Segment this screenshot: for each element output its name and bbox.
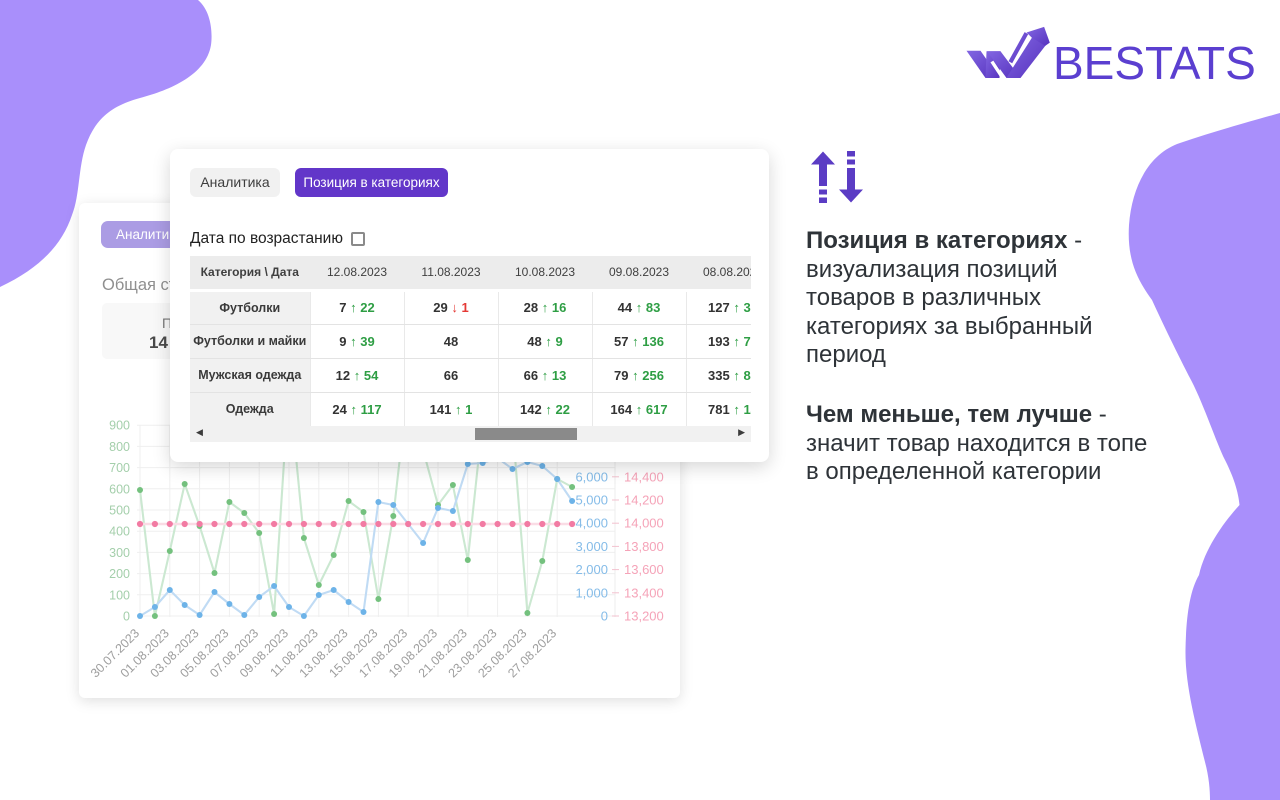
svg-text:14,400: 14,400 xyxy=(624,469,664,484)
svg-text:14,200: 14,200 xyxy=(624,493,664,508)
svg-text:400: 400 xyxy=(109,525,130,539)
svg-text:4,000: 4,000 xyxy=(575,516,608,531)
svg-text:200: 200 xyxy=(109,567,130,581)
svg-text:13,600: 13,600 xyxy=(624,562,664,577)
svg-text:600: 600 xyxy=(109,482,130,496)
svg-text:13,200: 13,200 xyxy=(624,609,664,624)
svg-text:3,000: 3,000 xyxy=(575,539,608,554)
svg-text:13,400: 13,400 xyxy=(624,585,664,600)
svg-text:6,000: 6,000 xyxy=(575,469,608,484)
svg-text:0: 0 xyxy=(601,609,608,624)
svg-text:100: 100 xyxy=(109,588,130,602)
svg-text:1,000: 1,000 xyxy=(575,585,608,600)
svg-text:700: 700 xyxy=(109,461,130,475)
svg-text:2,000: 2,000 xyxy=(575,562,608,577)
svg-text:5,000: 5,000 xyxy=(575,493,608,508)
svg-text:500: 500 xyxy=(109,504,130,518)
svg-text:14,000: 14,000 xyxy=(624,516,664,531)
svg-text:900: 900 xyxy=(109,419,130,433)
svg-text:13,800: 13,800 xyxy=(624,539,664,554)
svg-text:0: 0 xyxy=(123,610,130,624)
svg-text:300: 300 xyxy=(109,546,130,560)
svg-text:800: 800 xyxy=(109,440,130,454)
